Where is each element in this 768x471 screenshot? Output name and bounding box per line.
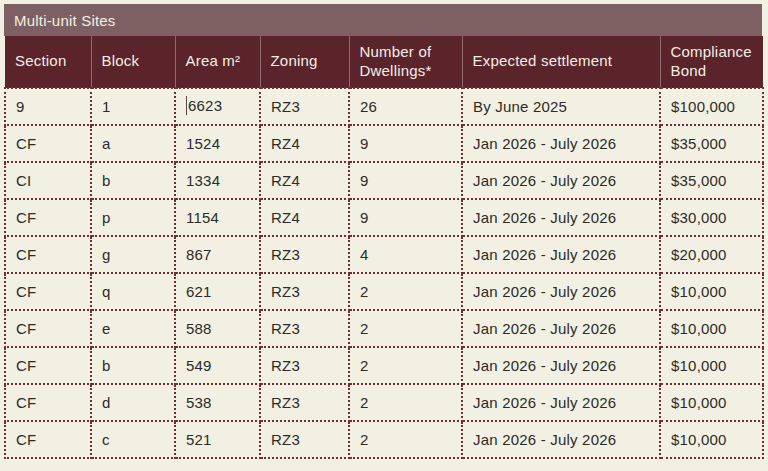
cell-section: CF: [5, 273, 91, 310]
column-header-area: Area m²: [175, 36, 260, 88]
cell-section: CF: [5, 125, 91, 162]
cell-settlement: Jan 2026 - July 2026: [462, 384, 660, 421]
column-header-settlement: Expected settlement: [462, 36, 660, 88]
cell-dwellings: 2: [349, 421, 462, 458]
cell-block: q: [91, 273, 175, 310]
cell-zoning: RZ4: [260, 162, 349, 199]
cell-dwellings: 2: [349, 384, 462, 421]
cell-block: b: [91, 162, 175, 199]
cell-compliance-bond: $10,000: [660, 421, 763, 458]
cell-dwellings: 26: [349, 88, 462, 125]
cell-compliance-bond: $100,000: [660, 88, 763, 125]
cell-compliance-bond: $10,000: [660, 347, 763, 384]
cell-block: c: [91, 421, 175, 458]
table-row: CF p 1154 RZ4 9 Jan 2026 - July 2026 $30…: [5, 199, 763, 236]
cell-area: 588: [175, 310, 260, 347]
cell-dwellings: 9: [349, 125, 462, 162]
column-header-dwellings: Number of Dwellings*: [349, 36, 462, 88]
column-header-compliance-bond: Compliance Bond: [660, 36, 763, 88]
table-row: CF b 549 RZ3 2 Jan 2026 - July 2026 $10,…: [5, 347, 763, 384]
page: Multi-unit Sites Section Block Area m² Z…: [0, 0, 768, 471]
cell-area: 867: [175, 236, 260, 273]
cell-block: g: [91, 236, 175, 273]
cell-area: 6623: [175, 88, 260, 125]
cell-settlement: Jan 2026 - July 2026: [462, 199, 660, 236]
cell-compliance-bond: $35,000: [660, 162, 763, 199]
cell-area: 621: [175, 273, 260, 310]
cell-settlement: Jan 2026 - July 2026: [462, 162, 660, 199]
cell-dwellings: 4: [349, 236, 462, 273]
column-header-block: Block: [91, 36, 175, 88]
cell-block: p: [91, 199, 175, 236]
table-row: CF e 588 RZ3 2 Jan 2026 - July 2026 $10,…: [5, 310, 763, 347]
cell-zoning: RZ4: [260, 125, 349, 162]
table-row: CF q 621 RZ3 2 Jan 2026 - July 2026 $10,…: [5, 273, 763, 310]
cell-area: 1524: [175, 125, 260, 162]
cell-compliance-bond: $20,000: [660, 236, 763, 273]
text-cursor: [186, 96, 187, 115]
table-row: CF c 521 RZ3 2 Jan 2026 - July 2026 $10,…: [5, 421, 763, 458]
cell-section: 9: [5, 88, 91, 125]
cell-settlement: Jan 2026 - July 2026: [462, 236, 660, 273]
cell-compliance-bond: $10,000: [660, 273, 763, 310]
cell-section: CI: [5, 162, 91, 199]
cell-block: b: [91, 347, 175, 384]
header-row: Section Block Area m² Zoning Number of D…: [5, 36, 763, 88]
cell-block: d: [91, 384, 175, 421]
cell-dwellings: 9: [349, 199, 462, 236]
cell-compliance-bond: $30,000: [660, 199, 763, 236]
cell-zoning: RZ3: [260, 384, 349, 421]
cell-settlement: Jan 2026 - July 2026: [462, 125, 660, 162]
cell-zoning: RZ3: [260, 273, 349, 310]
cell-dwellings: 2: [349, 310, 462, 347]
cell-zoning: RZ4: [260, 199, 349, 236]
cell-zoning: RZ3: [260, 88, 349, 125]
cell-section: CF: [5, 384, 91, 421]
table-row: 9 1 6623 RZ3 26 By June 2025 $100,000: [5, 88, 763, 125]
table-row: CF d 538 RZ3 2 Jan 2026 - July 2026 $10,…: [5, 384, 763, 421]
cell-section: CF: [5, 347, 91, 384]
table-row: CF a 1524 RZ4 9 Jan 2026 - July 2026 $35…: [5, 125, 763, 162]
table-row: CF g 867 RZ3 4 Jan 2026 - July 2026 $20,…: [5, 236, 763, 273]
table-title-bar: Multi-unit Sites: [4, 4, 762, 36]
cell-zoning: RZ3: [260, 236, 349, 273]
cell-zoning: RZ3: [260, 347, 349, 384]
cell-compliance-bond: $35,000: [660, 125, 763, 162]
cell-settlement: Jan 2026 - July 2026: [462, 310, 660, 347]
table-row: CI b 1334 RZ4 9 Jan 2026 - July 2026 $35…: [5, 162, 763, 199]
data-table: Section Block Area m² Zoning Number of D…: [4, 36, 764, 459]
cell-section: CF: [5, 310, 91, 347]
column-header-zoning: Zoning: [260, 36, 349, 88]
cell-area: 549: [175, 347, 260, 384]
cell-block: a: [91, 125, 175, 162]
cell-area: 1334: [175, 162, 260, 199]
cell-section: CF: [5, 236, 91, 273]
cell-compliance-bond: $10,000: [660, 384, 763, 421]
cell-compliance-bond: $10,000: [660, 310, 763, 347]
cell-settlement: Jan 2026 - July 2026: [462, 421, 660, 458]
cell-settlement: Jan 2026 - July 2026: [462, 347, 660, 384]
cell-dwellings: 2: [349, 347, 462, 384]
cell-area: 1154: [175, 199, 260, 236]
cell-block: 1: [91, 88, 175, 125]
cell-dwellings: 2: [349, 273, 462, 310]
cell-area: 538: [175, 384, 260, 421]
multi-unit-sites-table: Multi-unit Sites Section Block Area m² Z…: [4, 4, 762, 459]
cell-section: CF: [5, 421, 91, 458]
cell-settlement: Jan 2026 - July 2026: [462, 273, 660, 310]
cell-settlement: By June 2025: [462, 88, 660, 125]
cell-zoning: RZ3: [260, 421, 349, 458]
cell-zoning: RZ3: [260, 310, 349, 347]
column-header-section: Section: [5, 36, 91, 88]
cell-dwellings: 9: [349, 162, 462, 199]
cell-area: 521: [175, 421, 260, 458]
cell-area-value: 6623: [188, 97, 222, 114]
cell-block: e: [91, 310, 175, 347]
cell-section: CF: [5, 199, 91, 236]
table-title: Multi-unit Sites: [14, 12, 116, 29]
